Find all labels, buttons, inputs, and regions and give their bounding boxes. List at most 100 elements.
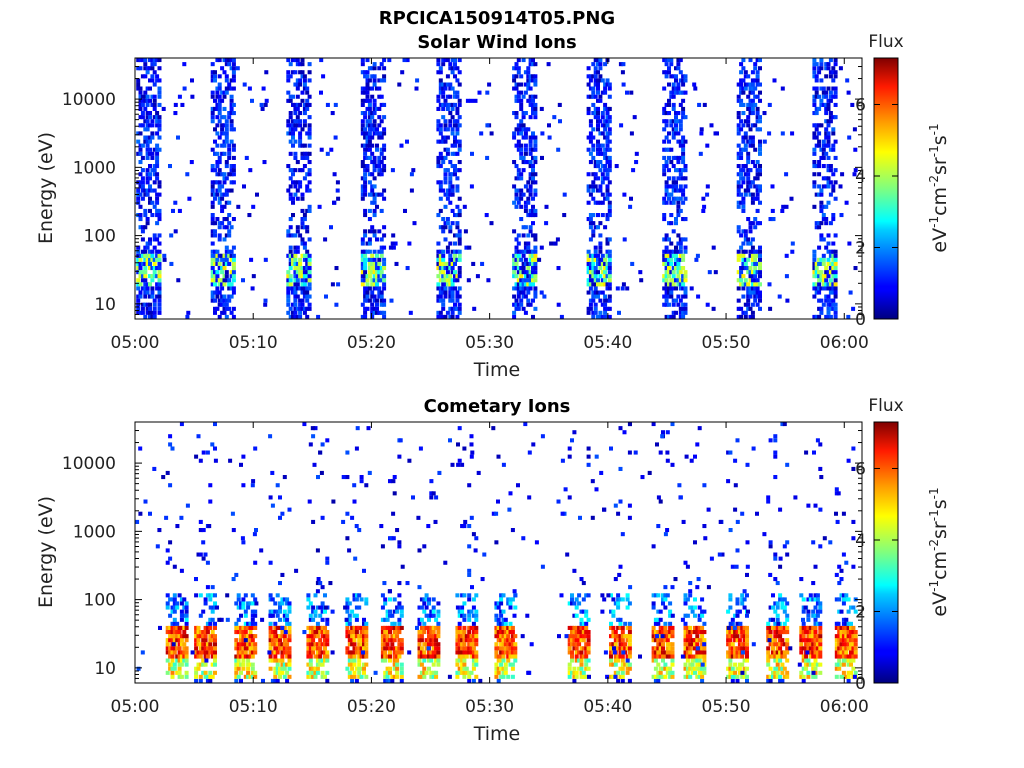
heatmap-cell [598, 221, 603, 226]
heatmap-cell [457, 70, 462, 75]
heatmap-cell [531, 233, 535, 238]
heatmap-cell [817, 172, 822, 177]
heatmap-cell [370, 74, 375, 79]
heatmap-cell [248, 630, 253, 635]
heatmap-cell [741, 78, 746, 83]
heatmap-cell [247, 86, 252, 91]
heatmap-cell [817, 282, 822, 287]
heatmap-cell [300, 274, 305, 279]
heatmap-cell [609, 650, 613, 655]
heatmap-cell [364, 674, 369, 679]
heatmap-cell [220, 221, 225, 226]
heatmap-cell [227, 249, 232, 254]
heatmap-cell [663, 662, 668, 667]
heatmap-cell [741, 123, 746, 128]
heatmap-cell [419, 674, 424, 679]
heatmap-cell [315, 670, 320, 675]
heatmap-cell [607, 306, 612, 311]
heatmap-cell [528, 184, 533, 189]
heatmap-cell [220, 298, 225, 303]
heatmap-cell [229, 78, 234, 83]
heatmap-cell [753, 282, 758, 287]
heatmap-cell [516, 241, 521, 246]
heatmap-cell [382, 314, 387, 319]
heatmap-cell [397, 454, 402, 459]
heatmap-cell [600, 257, 605, 262]
heatmap-cell [438, 123, 443, 128]
heatmap-cell [605, 286, 610, 291]
heatmap-cell [222, 237, 227, 242]
heatmap-cell [145, 241, 150, 246]
heatmap-cell [307, 115, 312, 120]
heatmap-cell [248, 654, 253, 659]
heatmap-cell [739, 78, 744, 83]
heatmap-cell [372, 127, 377, 132]
heatmap-cell [750, 139, 755, 144]
heatmap-cell [668, 650, 673, 655]
heatmap-cell [661, 625, 665, 630]
heatmap-cell [526, 245, 531, 250]
heatmap-cell [743, 233, 748, 238]
heatmap-cell [300, 217, 305, 222]
heatmap-cell [758, 266, 762, 271]
heatmap-cell [229, 94, 234, 99]
heatmap-cell [295, 180, 300, 185]
heatmap-cell [293, 155, 298, 160]
heatmap-cell [669, 213, 674, 218]
heatmap-cell [627, 662, 632, 667]
heatmap-cell [523, 208, 528, 213]
heatmap-cell [455, 78, 460, 83]
heatmap-cell [372, 74, 377, 79]
heatmap-cell [674, 217, 678, 222]
heatmap-cell [613, 634, 618, 639]
heatmap-cell [429, 630, 434, 635]
heatmap-cell [591, 180, 596, 185]
heatmap-cell [662, 86, 667, 91]
heatmap-cell [667, 196, 671, 201]
heatmap-cell [291, 302, 295, 307]
heatmap-cell [516, 278, 521, 283]
heatmap-cell [785, 298, 790, 303]
heatmap-cell [512, 310, 517, 315]
heatmap-cell [345, 601, 350, 606]
heatmap-cell [819, 270, 824, 275]
heatmap-cell [273, 678, 278, 683]
heatmap-cell [828, 58, 833, 63]
heatmap-cell [182, 630, 187, 635]
heatmap-cell [298, 310, 303, 315]
heatmap-cell [168, 483, 173, 488]
heatmap-cell [528, 143, 533, 148]
heatmap-cell [623, 621, 628, 626]
heatmap-cell [372, 310, 377, 315]
heatmap-cell [417, 548, 422, 553]
heatmap-cell [460, 524, 465, 529]
heatmap-cell [217, 221, 222, 226]
heatmap-cell [367, 131, 372, 136]
heatmap-cell [750, 310, 755, 315]
heatmap-cell [155, 131, 160, 136]
heatmap-cell [367, 257, 372, 262]
heatmap-cell [736, 155, 741, 160]
heatmap-cell [618, 617, 623, 622]
heatmap-cell [227, 200, 232, 205]
heatmap-cell [596, 90, 600, 95]
heatmap-cell [603, 106, 608, 111]
heatmap-cell [503, 642, 508, 647]
heatmap-cell [755, 106, 760, 111]
heatmap-cell [671, 180, 676, 185]
heatmap-cell [620, 625, 625, 630]
heatmap-cell [203, 650, 208, 655]
heatmap-cell [586, 257, 591, 262]
heatmap-cell [236, 658, 241, 663]
heatmap-cell [382, 58, 387, 63]
heatmap-cell [664, 257, 669, 262]
heatmap-cell [377, 270, 382, 275]
heatmap-cell [739, 253, 744, 258]
heatmap-cell [217, 86, 222, 91]
heatmap-cell [298, 123, 303, 128]
heatmap-cell [499, 593, 504, 598]
heatmap-cell [441, 160, 446, 165]
heatmap-cell [372, 213, 377, 218]
heatmap-cell [611, 597, 616, 602]
heatmap-cell [669, 160, 674, 165]
